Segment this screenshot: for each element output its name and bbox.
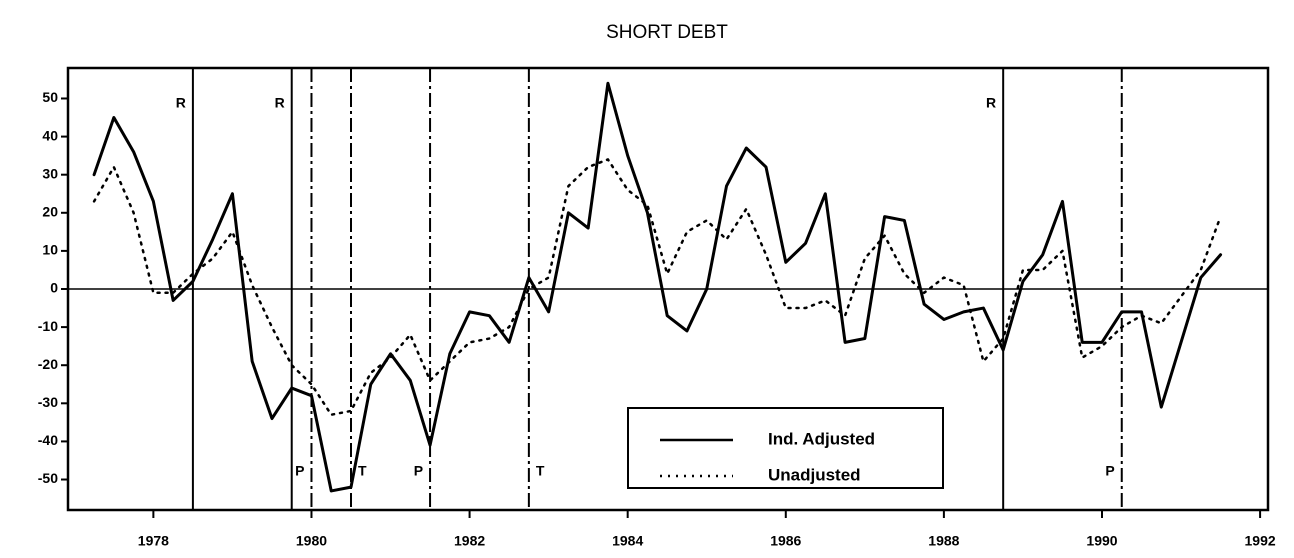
legend-box [627, 407, 944, 489]
y-tick-label: -20 [38, 356, 58, 372]
y-tick-label: 30 [42, 165, 58, 181]
y-tick-label: 50 [42, 89, 58, 105]
y-tick-label: -30 [38, 394, 58, 410]
x-tick-label: 1992 [1245, 533, 1276, 549]
x-tick-label: 1984 [612, 533, 643, 549]
reference-label: P [414, 463, 423, 479]
reference-label: R [176, 95, 186, 111]
x-tick-label: 1990 [1086, 533, 1117, 549]
y-tick-label: -10 [38, 318, 58, 334]
reference-label: T [536, 463, 545, 479]
x-tick-label: 1986 [770, 533, 801, 549]
chart-title: SHORT DEBT [606, 22, 728, 43]
reference-label: T [358, 463, 367, 479]
x-tick-label: 1988 [928, 533, 959, 549]
x-tick-label: 1978 [138, 533, 169, 549]
y-tick-label: -50 [38, 470, 58, 486]
x-tick-label: 1980 [296, 533, 327, 549]
y-tick-label: -40 [38, 432, 58, 448]
legend-label: Unadjusted [768, 465, 861, 484]
legend-label: Ind. Adjusted [768, 429, 875, 448]
y-tick-label: 40 [42, 127, 58, 143]
reference-label: R [275, 95, 285, 111]
x-tick-label: 1982 [454, 533, 485, 549]
reference-label: P [1105, 463, 1114, 479]
y-tick-label: 10 [42, 242, 58, 258]
y-tick-label: 0 [50, 280, 58, 296]
y-tick-label: 20 [42, 203, 58, 219]
plot-frame [66, 66, 1270, 512]
reference-label: P [295, 463, 304, 479]
reference-label: R [986, 95, 996, 111]
series-line [92, 158, 1222, 416]
series-line [92, 81, 1223, 493]
